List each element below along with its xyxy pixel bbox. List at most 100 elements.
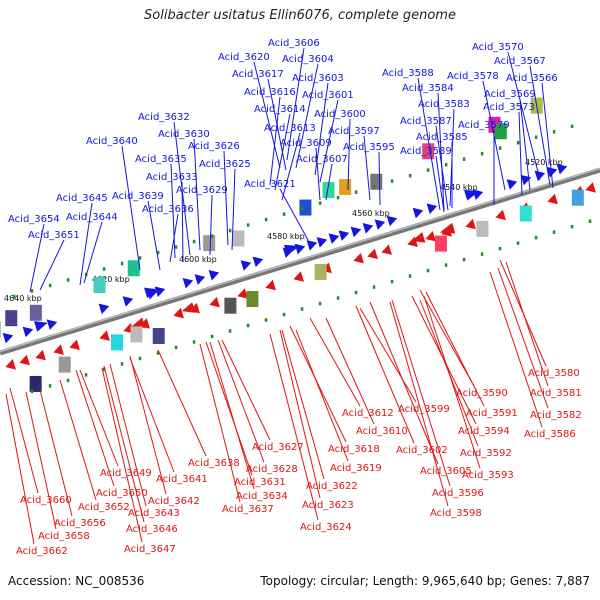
feature-box — [322, 182, 335, 199]
bottom-label-leader — [497, 267, 549, 409]
bottom-label-leader — [269, 333, 319, 521]
bottom-gene-label: Acid_3581 — [530, 388, 582, 399]
top-label-leader — [274, 113, 291, 191]
marker-tick — [480, 151, 484, 156]
feature-box — [224, 297, 237, 314]
bottom-gene-label: Acid_3642 — [148, 496, 200, 507]
feature-box — [434, 235, 447, 252]
forward-gene-arrow — [144, 287, 158, 299]
top-label-leader — [231, 168, 236, 251]
top-gene-label: Acid_3579 — [458, 120, 510, 131]
top-label-leader — [39, 239, 65, 291]
bottom-label-leader — [423, 295, 481, 469]
top-label-leader — [363, 135, 371, 201]
reverse-gene-arrow — [53, 344, 64, 355]
bottom-label-leader — [279, 329, 321, 499]
feature-box — [29, 375, 42, 392]
top-gene-label: Acid_3607 — [296, 154, 348, 165]
bottom-gene-label: Acid_3591 — [466, 408, 518, 419]
reverse-gene-arrow — [547, 193, 558, 205]
top-gene-label: Acid_3589 — [400, 146, 452, 157]
kbp-tick-label: 4580 kbp — [267, 232, 305, 241]
marker-tick — [138, 256, 142, 260]
marker-tick — [354, 290, 358, 295]
kbp-tick-label: 4620 kbp — [92, 275, 130, 284]
top-label-leader — [29, 223, 45, 293]
kbp-tick-label: 4520 kbp — [525, 158, 563, 167]
kbp-tick-label: 4540 kbp — [440, 183, 478, 192]
marker-tick — [264, 318, 268, 322]
bottom-gene-label: Acid_3586 — [524, 429, 576, 440]
top-gene-label: Acid_3603 — [292, 73, 344, 84]
bottom-label-leader — [325, 317, 375, 425]
top-label-leader — [279, 188, 309, 241]
marker-tick — [102, 267, 106, 271]
bottom-gene-label: Acid_3650 — [96, 488, 148, 499]
top-gene-label: Acid_3604 — [282, 54, 334, 65]
bottom-label-leader — [419, 289, 475, 387]
feature-box — [203, 235, 216, 252]
top-gene-label: Acid_3583 — [418, 99, 470, 110]
top-gene-label: Acid_3587 — [400, 116, 452, 127]
bottom-label-leader — [39, 389, 73, 517]
marker-tick — [66, 278, 70, 282]
top-label-leader — [378, 151, 381, 206]
top-gene-label: Acid_3640 — [86, 136, 138, 147]
bottom-gene-label: Acid_3662 — [16, 546, 68, 557]
bottom-label-leader — [129, 357, 175, 473]
bottom-gene-label: Acid_3656 — [54, 518, 106, 529]
feature-box — [246, 291, 259, 308]
top-label-leader — [269, 96, 281, 186]
bottom-gene-label: Acid_3628 — [246, 464, 298, 475]
reverse-gene-arrow — [293, 271, 304, 282]
bottom-label-leader — [109, 363, 147, 507]
bottom-label-leader — [281, 329, 325, 480]
marker-tick — [282, 312, 286, 317]
reverse-gene-arrow — [495, 209, 506, 221]
top-gene-label: Acid_3585 — [416, 132, 468, 143]
bottom-gene-label: Acid_3590 — [456, 388, 508, 399]
reverse-gene-arrow — [209, 296, 220, 308]
top-gene-label: Acid_3621 — [244, 179, 296, 190]
reverse-gene-arrow — [173, 307, 184, 319]
bottom-label-leader — [505, 261, 549, 387]
top-label-leader — [325, 163, 333, 201]
top-gene-label: Acid_3617 — [232, 69, 284, 80]
marker-tick — [426, 168, 430, 172]
bottom-label-leader — [425, 291, 485, 407]
marker-tick — [408, 274, 412, 278]
bottom-gene-label: Acid_3647 — [124, 544, 176, 555]
top-label-leader — [79, 202, 93, 286]
marker-tick — [318, 301, 322, 306]
top-gene-label: Acid_3633 — [146, 172, 198, 183]
reverse-gene-arrow — [19, 354, 30, 366]
forward-gene-arrow — [534, 170, 546, 182]
top-gene-label: Acid_3630 — [158, 129, 210, 140]
reverse-gene-arrow — [99, 330, 110, 341]
marker-tick — [336, 195, 340, 200]
bottom-label-leader — [101, 367, 143, 543]
bottom-gene-label: Acid_3646 — [126, 524, 178, 535]
bottom-gene-label: Acid_3627 — [252, 442, 304, 453]
reverse-gene-arrow — [367, 248, 378, 260]
marker-tick — [516, 140, 520, 145]
top-gene-label: Acid_3606 — [268, 38, 320, 49]
bottom-gene-label: Acid_3634 — [236, 491, 288, 502]
marker-tick — [264, 217, 268, 222]
bottom-label-leader — [205, 341, 253, 476]
forward-gene-arrow — [182, 277, 194, 289]
forward-gene-arrow — [194, 274, 206, 285]
marker-tick — [462, 157, 466, 161]
marker-tick — [300, 307, 304, 311]
kbp-tick-label: 4600 kbp — [179, 255, 217, 264]
forward-gene-arrow — [506, 179, 518, 190]
bottom-gene-label: Acid_3582 — [530, 410, 582, 421]
top-label-leader — [193, 138, 201, 251]
marker-tick — [30, 289, 34, 293]
bottom-label-leader — [217, 339, 265, 463]
top-gene-label: Acid_3570 — [472, 42, 524, 53]
marker-tick — [30, 389, 34, 394]
marker-tick — [534, 235, 538, 240]
top-gene-label: Acid_3566 — [506, 73, 558, 84]
top-label-leader — [170, 163, 176, 259]
